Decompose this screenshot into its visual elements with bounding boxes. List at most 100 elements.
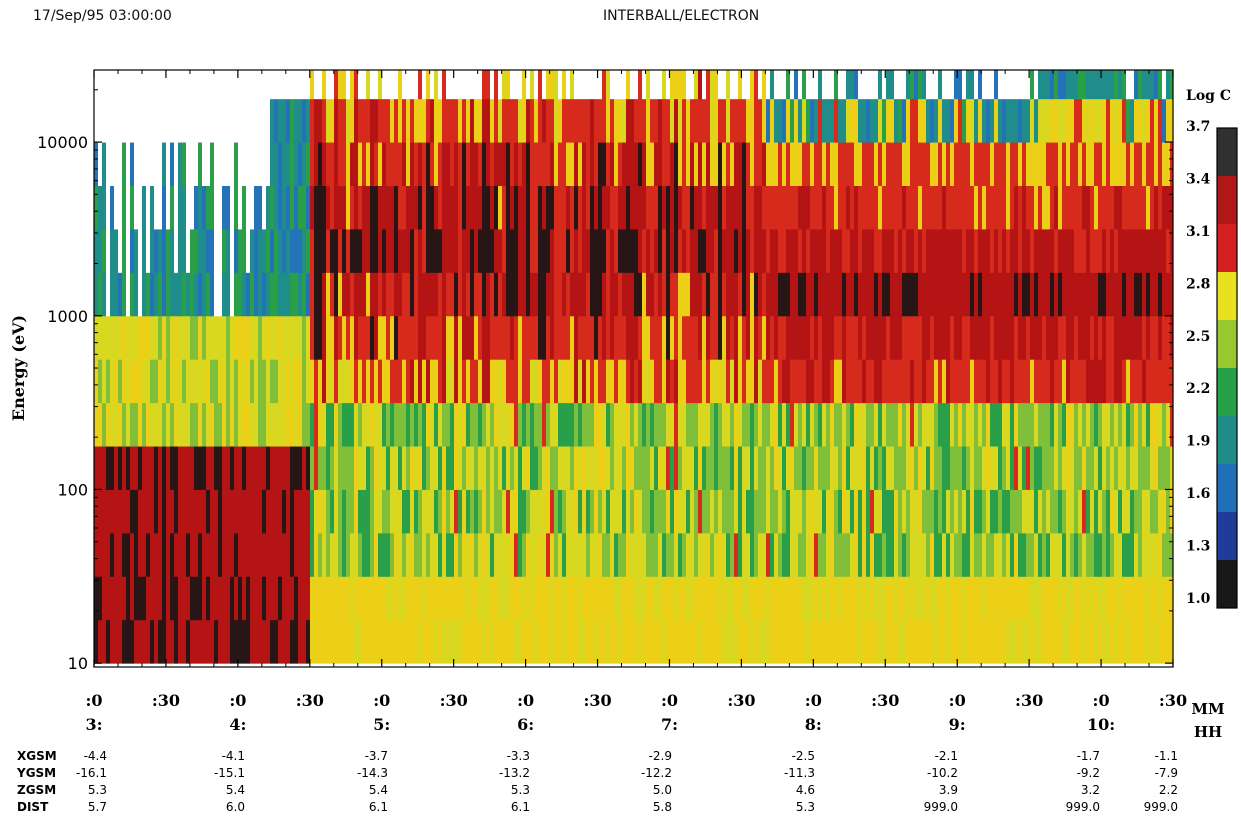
heatmap-cell bbox=[1146, 532, 1151, 577]
heatmap-cell bbox=[106, 142, 111, 186]
heatmap-cell bbox=[138, 402, 143, 447]
heatmap-cell bbox=[546, 142, 551, 186]
heatmap-cell bbox=[1018, 619, 1023, 664]
heatmap-cell bbox=[430, 359, 435, 404]
heatmap-cell bbox=[174, 359, 179, 404]
heatmap-cell bbox=[1002, 272, 1007, 317]
heatmap-cell bbox=[778, 359, 783, 404]
heatmap-cell bbox=[1134, 359, 1139, 404]
heatmap-cell bbox=[1170, 272, 1173, 317]
heatmap-cell bbox=[958, 142, 963, 186]
heatmap-cell bbox=[942, 359, 947, 404]
heatmap-cell bbox=[154, 446, 159, 490]
heatmap-cell bbox=[642, 402, 647, 447]
heatmap-cell bbox=[134, 446, 139, 490]
heatmap-cell bbox=[970, 70, 975, 100]
heatmap-cell bbox=[534, 576, 539, 621]
heatmap-cell bbox=[474, 70, 479, 100]
heatmap-cell bbox=[538, 142, 543, 186]
heatmap-cell bbox=[1166, 315, 1171, 360]
heatmap-cell bbox=[930, 70, 935, 100]
heatmap-cell bbox=[206, 446, 211, 490]
heatmap-cell bbox=[574, 576, 579, 621]
heatmap-cell bbox=[662, 489, 667, 534]
heatmap-cell bbox=[442, 446, 447, 490]
heatmap-cell bbox=[182, 142, 187, 186]
heatmap-cell bbox=[342, 185, 347, 230]
heatmap-cell bbox=[186, 489, 191, 534]
heatmap-cell bbox=[170, 98, 175, 143]
heatmap-cell bbox=[1150, 576, 1155, 621]
heatmap-cell bbox=[946, 272, 951, 317]
heatmap-cell bbox=[910, 315, 915, 360]
heatmap-cell bbox=[1018, 576, 1023, 621]
heatmap-cell bbox=[662, 142, 667, 186]
heatmap-cell bbox=[1070, 185, 1075, 230]
heatmap-cell bbox=[866, 228, 871, 273]
heatmap-cell bbox=[406, 446, 411, 490]
heatmap-cell bbox=[942, 315, 947, 360]
heatmap-cell bbox=[918, 70, 923, 100]
heatmap-cell bbox=[1086, 402, 1091, 447]
heatmap-cell bbox=[678, 576, 683, 621]
heatmap-cell bbox=[526, 315, 531, 360]
heatmap-cell bbox=[134, 142, 139, 186]
heatmap-cell bbox=[162, 489, 167, 534]
heatmap-cell bbox=[1166, 576, 1171, 621]
heatmap-cell bbox=[562, 532, 567, 577]
heatmap-cell bbox=[938, 70, 943, 100]
heatmap-cell bbox=[362, 619, 367, 664]
heatmap-cell bbox=[534, 619, 539, 664]
heatmap-cell bbox=[1146, 98, 1151, 143]
heatmap-cell bbox=[562, 359, 567, 404]
heatmap-cell bbox=[294, 185, 299, 230]
heatmap-cell bbox=[822, 359, 827, 404]
heatmap-cell bbox=[662, 185, 667, 230]
heatmap-cell bbox=[542, 576, 547, 621]
heatmap-cell bbox=[606, 619, 611, 664]
heatmap-cell bbox=[338, 402, 343, 447]
heatmap-cell bbox=[1022, 185, 1027, 230]
heatmap-cell bbox=[1046, 272, 1051, 317]
heatmap-cell bbox=[578, 619, 583, 664]
heatmap-cell bbox=[1074, 185, 1079, 230]
heatmap-cell bbox=[1154, 532, 1159, 577]
heatmap-cell bbox=[414, 532, 419, 577]
heatmap-cell bbox=[854, 446, 859, 490]
heatmap-cell bbox=[450, 619, 455, 664]
heatmap-cell bbox=[286, 489, 291, 534]
heatmap-cell bbox=[1070, 532, 1075, 577]
heatmap-cell bbox=[598, 402, 603, 447]
heatmap-cell bbox=[370, 98, 375, 143]
heatmap-cell bbox=[190, 576, 195, 621]
heatmap-cell bbox=[134, 228, 139, 273]
heatmap-cell bbox=[882, 532, 887, 577]
heatmap-cell bbox=[854, 576, 859, 621]
heatmap-cell bbox=[506, 359, 511, 404]
heatmap-cell bbox=[314, 315, 319, 360]
heatmap-cell bbox=[850, 402, 855, 447]
heatmap-cell bbox=[450, 272, 455, 317]
heatmap-cell bbox=[754, 359, 759, 404]
heatmap-cell bbox=[154, 532, 159, 577]
x-tick-minute-label: :30 bbox=[583, 691, 611, 710]
heatmap-cell bbox=[1130, 98, 1135, 143]
heatmap-cell bbox=[1106, 402, 1111, 447]
heatmap-cell bbox=[578, 70, 583, 100]
heatmap-cell bbox=[590, 315, 595, 360]
heatmap-cell bbox=[554, 315, 559, 360]
heatmap-cell bbox=[386, 446, 391, 490]
heatmap-cell bbox=[518, 98, 523, 143]
heatmap-cell bbox=[186, 402, 191, 447]
heatmap-cell bbox=[186, 446, 191, 490]
heatmap-cell bbox=[1150, 489, 1155, 534]
heatmap-cell bbox=[326, 272, 331, 317]
orbit-value: -15.1 bbox=[214, 766, 245, 780]
heatmap-cell bbox=[742, 272, 747, 317]
heatmap-cell bbox=[410, 142, 415, 186]
heatmap-cell bbox=[1018, 315, 1023, 360]
heatmap-cell bbox=[234, 532, 239, 577]
heatmap-cell bbox=[1074, 446, 1079, 490]
heatmap-cell bbox=[250, 315, 255, 360]
heatmap-cell bbox=[246, 619, 251, 664]
